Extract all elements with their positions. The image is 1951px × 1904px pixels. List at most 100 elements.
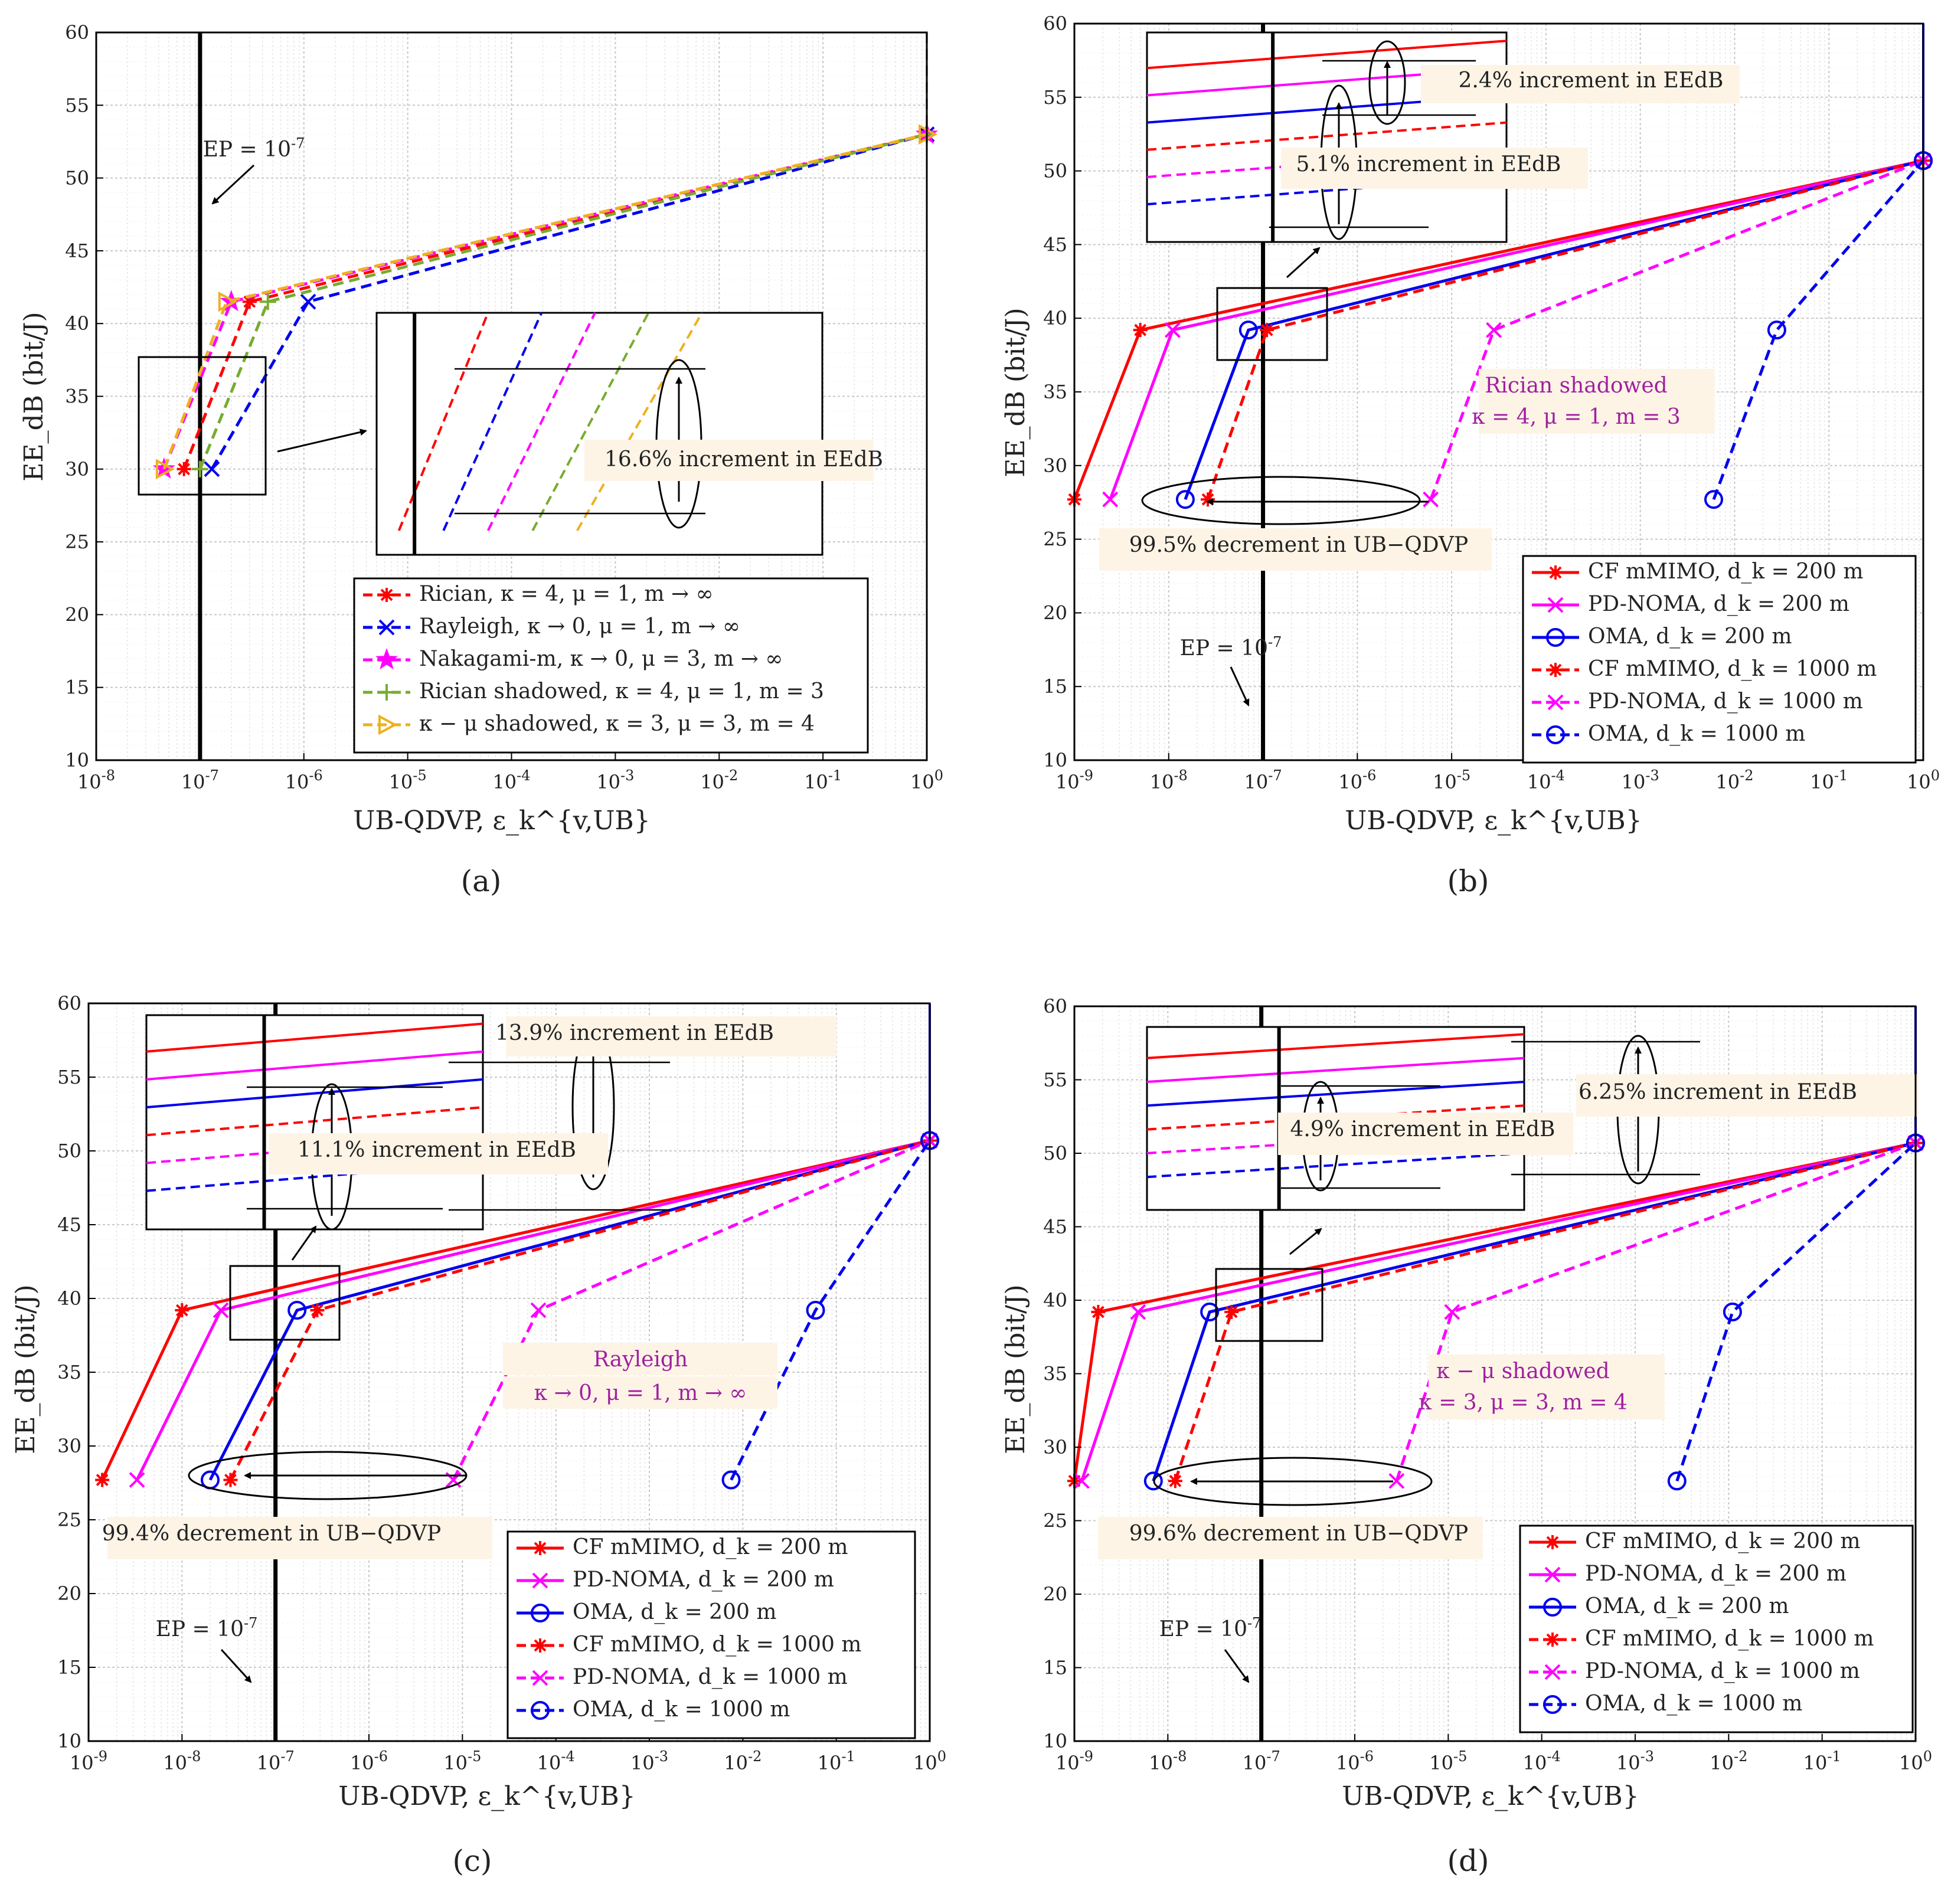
data-point: [1074, 1473, 1090, 1489]
legend-entry: CF mMIMO, d_k = 1000 m: [1585, 1627, 1874, 1651]
data-point: [218, 291, 237, 312]
series-line: [1206, 159, 1924, 500]
y-tick-label: 15: [57, 1656, 81, 1679]
legend-entry: κ − μ shadowed, κ = 3, μ = 3, m = 4: [419, 712, 815, 736]
data-point: [310, 1303, 325, 1317]
legend-entry: PD-NOMA, d_k = 200 m: [1588, 592, 1849, 616]
annotation-background: [107, 1517, 492, 1559]
threshold-arrow: [211, 164, 255, 205]
legend-entry: CF mMIMO, d_k = 200 m: [573, 1535, 848, 1559]
annotation-background: [269, 1133, 608, 1175]
x-tick-label: 10-2: [1715, 767, 1753, 793]
data-point: [721, 1470, 741, 1490]
y-tick-label: 60: [65, 21, 89, 44]
data-point: [300, 293, 316, 310]
x-tick-label: 10-7: [181, 767, 219, 793]
series-line: [210, 133, 927, 470]
legend-entry: CF mMIMO, d_k = 1000 m: [1588, 657, 1877, 681]
y-tick-label: 50: [65, 167, 89, 189]
inset-series-line: [1146, 1081, 1525, 1107]
data-point: [1667, 1471, 1687, 1491]
annotation-text: 4.9% increment in EEdB: [1290, 1117, 1555, 1141]
legend-marker: [531, 1604, 550, 1622]
annotation-text: κ = 4, μ = 1, m = 3: [1472, 405, 1681, 429]
x-tick-label: 100: [910, 767, 943, 793]
y-tick-label: 35: [1043, 381, 1067, 403]
legend-entry: Rician shadowed, κ = 4, μ = 1, m = 3: [419, 679, 824, 704]
annotation-background: [506, 1016, 836, 1056]
inset-series-line: [1146, 1104, 1525, 1131]
data-point: [1486, 322, 1502, 338]
x-tick-label: 10-6: [350, 1748, 388, 1774]
y-tick-label: 15: [65, 676, 89, 699]
data-point: [223, 1473, 238, 1487]
y-tick-label: 50: [1043, 1142, 1067, 1164]
x-tick-label: 10-8: [77, 767, 115, 793]
data-point: [204, 461, 220, 477]
data-point: [95, 1473, 110, 1487]
chart-panel-b: EP = 10-7 2.4% increment in EEdB 5.1% incr…: [1001, 12, 1940, 836]
inset-series-line: [1146, 1033, 1525, 1059]
y-tick-label: 30: [57, 1435, 81, 1457]
data-point: [242, 295, 257, 309]
threshold-label: EP = 10-7: [203, 135, 305, 162]
legend-entry: OMA, d_k = 200 m: [1585, 1594, 1789, 1618]
legend-entry: OMA, d_k = 1000 m: [573, 1697, 790, 1722]
x-tick-label: 100: [913, 1748, 946, 1774]
y-axis-label: EE_dB (bit/J): [1001, 307, 1031, 477]
legend-box: [353, 577, 869, 754]
legend-entry: PD-NOMA, d_k = 200 m: [1585, 1562, 1847, 1586]
data-point: [1201, 492, 1215, 507]
x-tick-label: 10-4: [1527, 767, 1565, 793]
highlight-ellipse: [1153, 1457, 1433, 1506]
threshold-arrow: [1230, 666, 1250, 706]
legend-marker: [1545, 1535, 1560, 1549]
threshold-label: EP = 10-7: [1180, 634, 1282, 660]
y-tick-label: 55: [1043, 86, 1067, 109]
data-point: [1143, 1471, 1163, 1491]
y-tick-label: 20: [1043, 1583, 1067, 1605]
x-axis-label: UB-QDVP, ε_k^{v,UB}: [353, 806, 650, 836]
data-point: [530, 1302, 547, 1319]
y-tick-label: 30: [65, 458, 89, 480]
x-tick-label: 10-2: [1710, 1748, 1747, 1774]
x-tick-label: 10-3: [1622, 767, 1659, 793]
legend-entry: Rayleigh, κ → 0, μ = 1, m → ∞: [419, 614, 740, 639]
legend-entry: CF mMIMO, d_k = 200 m: [1588, 560, 1864, 584]
x-tick-label: 10-8: [1149, 1748, 1187, 1774]
x-tick-label: 10-7: [1244, 767, 1282, 793]
legend-marker: [1545, 1633, 1560, 1647]
legend-marker: [380, 588, 394, 602]
x-tick-label: 10-5: [1429, 1748, 1467, 1774]
caption-d: (d): [1447, 1844, 1489, 1878]
y-tick-label: 35: [57, 1361, 81, 1383]
y-tick-label: 60: [1043, 995, 1067, 1018]
series-line: [162, 133, 927, 470]
y-tick-label: 55: [65, 94, 89, 116]
x-tick-label: 10-1: [1803, 1748, 1841, 1774]
data-point: [213, 1302, 229, 1319]
data-point: [806, 1301, 825, 1320]
threshold-arrow: [1224, 1649, 1250, 1683]
legend-box: [1522, 555, 1917, 764]
annotation-background: [503, 1376, 777, 1409]
annotation-text: Rician shadowed: [1485, 374, 1667, 398]
series-line: [208, 1139, 930, 1481]
annotation-background: [1421, 65, 1740, 103]
x-tick-label: 10-2: [724, 1748, 762, 1774]
x-tick-label: 10-8: [1150, 767, 1188, 793]
inset-series-line: [146, 1022, 483, 1053]
x-tick-label: 100: [1899, 1748, 1932, 1774]
x-tick-label: 10-5: [443, 1748, 481, 1774]
legend-marker: [531, 1701, 550, 1720]
legend-entry: OMA, d_k = 1000 m: [1588, 722, 1805, 746]
annotation-text: 99.4% decrement in UB−QDVP: [102, 1522, 441, 1546]
zoom-box: [229, 1265, 341, 1341]
x-tick-label: 10-7: [1243, 1748, 1280, 1774]
series-line: [1675, 1141, 1917, 1482]
legend-marker: [1546, 725, 1565, 744]
y-tick-label: 20: [65, 603, 89, 626]
data-point: [155, 459, 175, 480]
y-tick-label: 25: [1043, 1510, 1067, 1532]
series-line: [1429, 159, 1924, 500]
